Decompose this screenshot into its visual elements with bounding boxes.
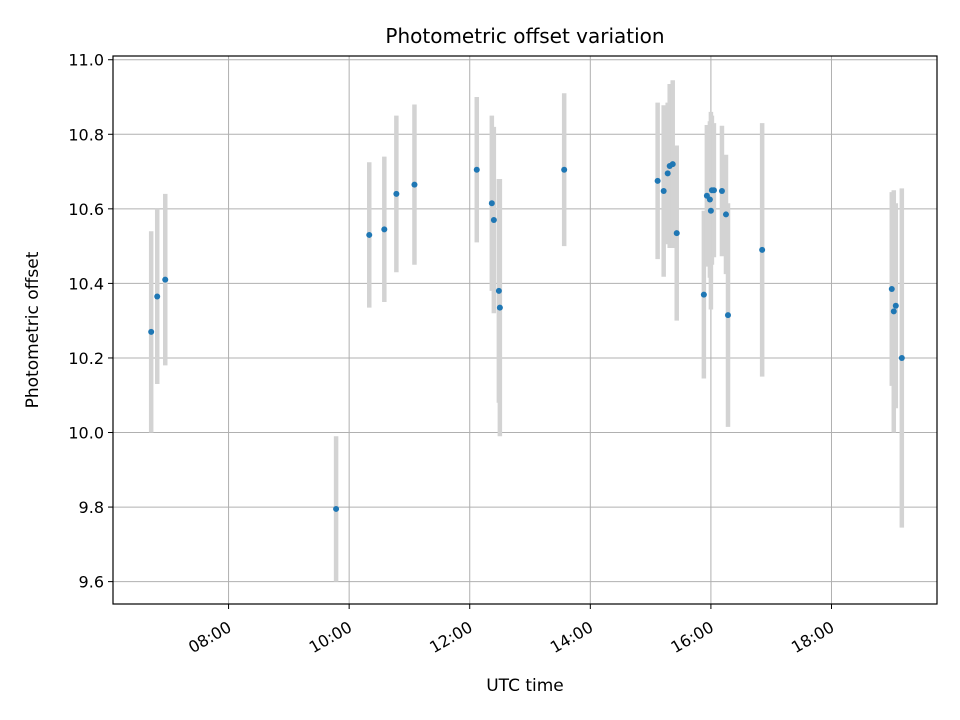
data-point [700, 291, 707, 298]
data-point [898, 354, 905, 361]
data-point [669, 161, 676, 168]
data-point [162, 276, 169, 283]
y-axis-ticks: 9.6 9.8 10.0 10.2 10.4 10.6 10.8 11.0 [68, 51, 113, 592]
y-tick-label: 11.0 [68, 51, 104, 70]
data-point [473, 166, 480, 173]
y-tick-label: 10.4 [68, 274, 104, 293]
data-point [561, 166, 568, 173]
data-point [366, 231, 373, 238]
data-point [381, 226, 388, 233]
data-point [411, 181, 418, 188]
data-point [759, 246, 766, 253]
data-point [495, 287, 502, 294]
data-point [488, 200, 495, 207]
data-point [496, 304, 503, 311]
y-tick-label: 10.2 [68, 349, 104, 368]
data-point [333, 505, 340, 512]
data-point [710, 187, 717, 194]
x-axis-label: UTC time [486, 676, 564, 696]
data-point [664, 170, 671, 177]
data-points [148, 161, 905, 512]
data-point [490, 217, 497, 224]
data-point [673, 230, 680, 237]
data-point [148, 328, 155, 335]
y-tick-label: 9.8 [79, 498, 104, 517]
data-point [888, 285, 895, 292]
data-point [892, 302, 899, 309]
plot-frame [112, 55, 938, 605]
y-tick-label: 10.8 [68, 125, 104, 144]
data-point [707, 207, 714, 214]
data-point [890, 308, 897, 315]
y-tick-label: 9.6 [79, 573, 104, 592]
data-point [724, 312, 731, 319]
data-point [706, 196, 713, 203]
data-point [718, 187, 725, 194]
data-point [393, 190, 400, 197]
chart-title: Photometric offset variation [385, 24, 664, 48]
data-point [660, 187, 667, 194]
data-point [722, 211, 729, 218]
grid [113, 56, 937, 604]
y-axis-label: Photometric offset [23, 251, 43, 408]
y-tick-label: 10.6 [68, 200, 104, 219]
data-point [154, 293, 161, 300]
data-point [654, 177, 661, 184]
y-tick-label: 10.0 [68, 424, 104, 443]
